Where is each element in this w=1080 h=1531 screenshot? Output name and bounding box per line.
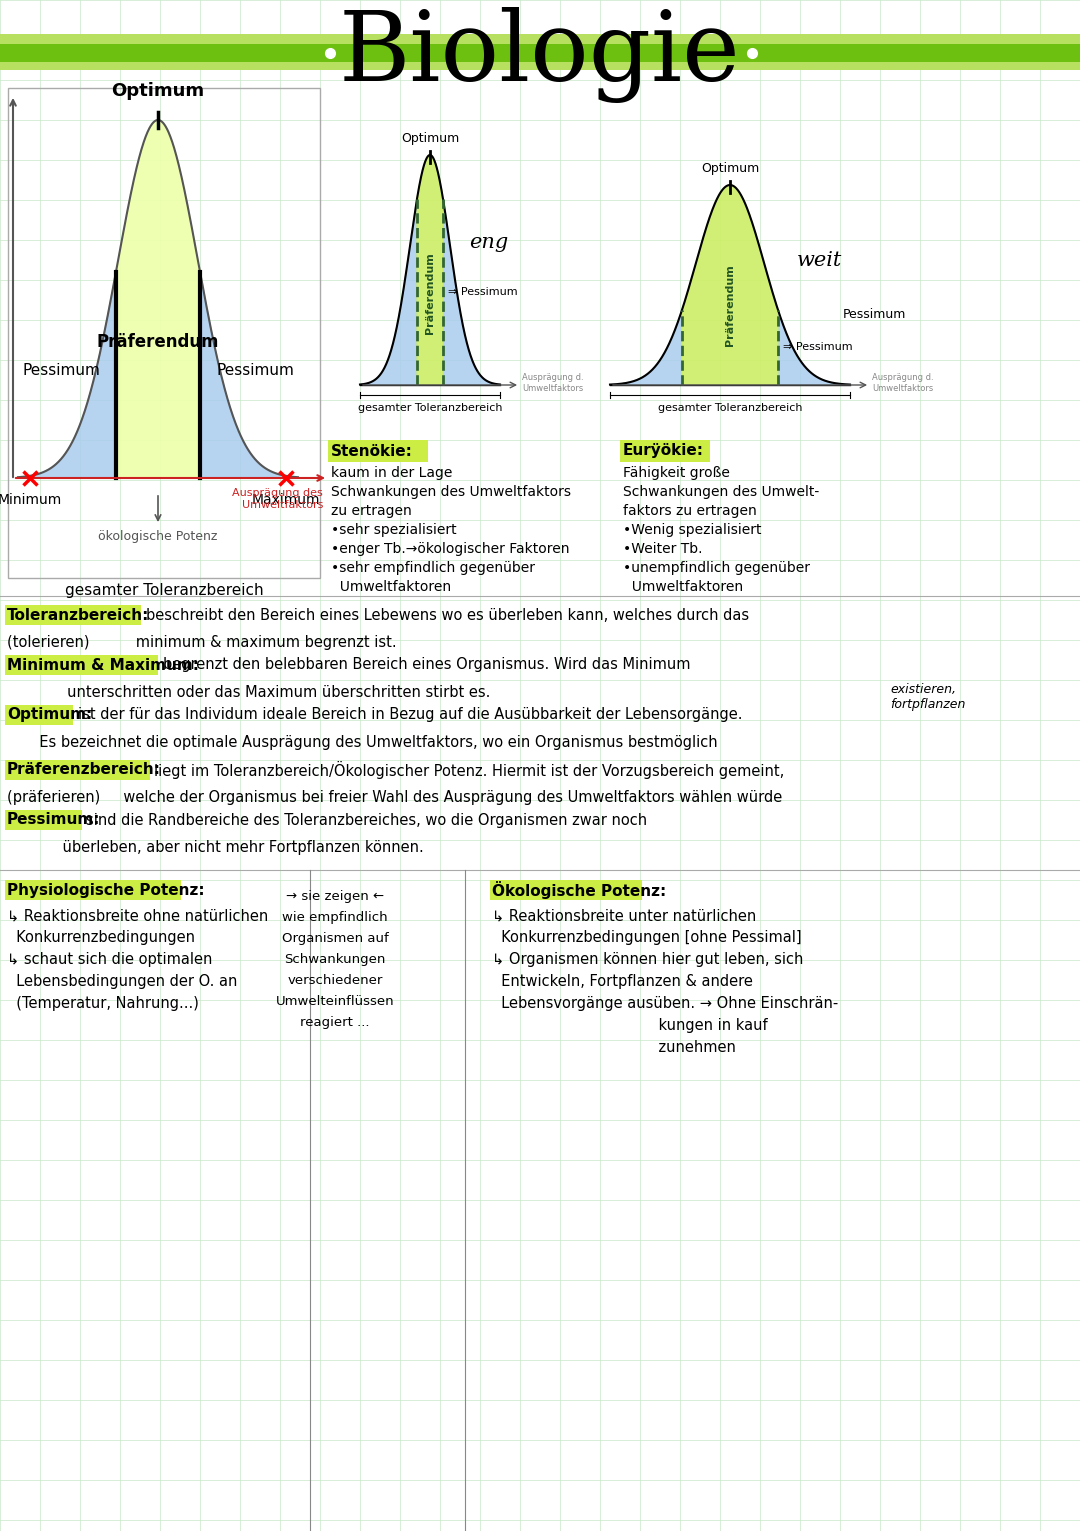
Polygon shape: [683, 185, 778, 384]
Text: Ausprägung d.
Umweltfaktors: Ausprägung d. Umweltfaktors: [872, 374, 933, 392]
Polygon shape: [360, 201, 417, 384]
Text: Lebensvorgänge ausüben. → Ohne Einschrän-: Lebensvorgänge ausüben. → Ohne Einschrän…: [492, 997, 838, 1010]
Text: sind die Randbereiche des Toleranzbereiches, wo die Organismen zwar noch: sind die Randbereiche des Toleranzbereic…: [86, 813, 648, 827]
Text: Pessimum:: Pessimum:: [6, 813, 100, 827]
Text: zunehmen: zunehmen: [492, 1040, 735, 1055]
Text: Maximum: Maximum: [252, 493, 321, 507]
Text: Konkurrenzbedingungen [ohne Pessimal]: Konkurrenzbedingungen [ohne Pessimal]: [492, 929, 801, 945]
Text: Stenökie:: Stenökie:: [330, 444, 413, 458]
Text: •sehr spezialisiert: •sehr spezialisiert: [330, 524, 457, 537]
Bar: [0, 34, 1080, 70]
Text: existieren,
fortpflanzen: existieren, fortpflanzen: [890, 683, 966, 710]
Text: Schwankungen: Schwankungen: [284, 952, 386, 966]
Text: Biologie: Biologie: [339, 8, 741, 103]
Polygon shape: [200, 274, 298, 478]
Text: Ausprägung des
Umweltfaktors: Ausprägung des Umweltfaktors: [232, 488, 323, 510]
Text: Präferendum: Präferendum: [426, 253, 435, 334]
Bar: [5, 605, 141, 625]
Polygon shape: [443, 201, 500, 384]
Text: (tolerieren)          minimum & maximum begrenzt ist.: (tolerieren) minimum & maximum begrenzt …: [6, 635, 396, 651]
Text: Optimum: Optimum: [401, 132, 459, 145]
Text: Entwickeln, Fortpflanzen & andere: Entwickeln, Fortpflanzen & andere: [492, 974, 753, 989]
Text: ↳ Reaktionsbreite ohne natürlichen: ↳ Reaktionsbreite ohne natürlichen: [6, 908, 268, 923]
Text: gesamter Toleranzbereich: gesamter Toleranzbereich: [658, 403, 802, 413]
Bar: [5, 704, 73, 726]
Text: ↳ Reaktionsbreite unter natürlichen: ↳ Reaktionsbreite unter natürlichen: [492, 908, 756, 923]
Text: Ökologische Potenz:: Ökologische Potenz:: [492, 880, 666, 899]
Text: überleben, aber nicht mehr Fortpflanzen können.: überleben, aber nicht mehr Fortpflanzen …: [6, 841, 423, 854]
Text: Minimum: Minimum: [0, 493, 63, 507]
Text: begrenzt den belebbaren Bereich eines Organismus. Wird das Minimum: begrenzt den belebbaren Bereich eines Or…: [163, 657, 690, 672]
Text: Optimum:: Optimum:: [6, 707, 92, 723]
Bar: [328, 439, 428, 462]
Text: •enger Tb.→ökologischer Faktoren: •enger Tb.→ökologischer Faktoren: [330, 542, 569, 556]
Text: Schwankungen des Umweltfaktors: Schwankungen des Umweltfaktors: [330, 485, 571, 499]
Text: ökologische Potenz: ökologische Potenz: [98, 530, 218, 544]
Text: kaum in der Lage: kaum in der Lage: [330, 465, 453, 481]
Text: Ausprägung d.
Umweltfaktors: Ausprägung d. Umweltfaktors: [522, 374, 583, 392]
Text: Fähigkeit große: Fähigkeit große: [623, 465, 730, 481]
Polygon shape: [18, 274, 116, 478]
Text: Konkurrenzbedingungen: Konkurrenzbedingungen: [6, 929, 195, 945]
Text: ⇒ Pessimum: ⇒ Pessimum: [448, 286, 517, 297]
Polygon shape: [117, 119, 200, 478]
Text: eng: eng: [469, 233, 509, 253]
Text: Umwelteinflüssen: Umwelteinflüssen: [275, 995, 394, 1007]
Text: ↳ Organismen können hier gut leben, sich: ↳ Organismen können hier gut leben, sich: [492, 952, 804, 968]
Text: ↳ schaut sich die optimalen: ↳ schaut sich die optimalen: [6, 952, 213, 968]
Bar: [5, 810, 81, 830]
Text: •sehr empfindlich gegenüber: •sehr empfindlich gegenüber: [330, 560, 535, 576]
Text: Optimum: Optimum: [701, 162, 759, 175]
Text: ist der für das Individum ideale Bereich in Bezug auf die Ausübbarkeit der Leben: ist der für das Individum ideale Bereich…: [78, 707, 743, 723]
Text: Lebensbedingungen der O. an: Lebensbedingungen der O. an: [6, 974, 238, 989]
Text: (präferieren)     welche der Organismus bei freier Wahl des Ausprägung des Umwel: (präferieren) welche der Organismus bei …: [6, 790, 782, 805]
Text: gesamter Toleranzbereich: gesamter Toleranzbereich: [357, 403, 502, 413]
Text: unterschritten oder das Maximum überschritten stirbt es.: unterschritten oder das Maximum überschr…: [6, 684, 490, 700]
Polygon shape: [417, 155, 443, 384]
Bar: [620, 439, 710, 462]
Polygon shape: [779, 311, 850, 384]
Text: (Temperatur, Nahrung...): (Temperatur, Nahrung...): [6, 997, 199, 1010]
Text: zu ertragen: zu ertragen: [330, 504, 411, 517]
Text: Minimum & Maximum:: Minimum & Maximum:: [6, 657, 199, 672]
Polygon shape: [610, 311, 681, 384]
Bar: [490, 880, 642, 900]
Text: Pessimum: Pessimum: [22, 363, 100, 378]
Text: Toleranzbereich:: Toleranzbereich:: [6, 608, 149, 623]
Text: → sie zeigen ←: → sie zeigen ←: [286, 890, 384, 903]
Text: liegt im Toleranzbereich/Ökologischer Potenz. Hiermit ist der Vorzugsbereich gem: liegt im Toleranzbereich/Ökologischer Po…: [154, 761, 785, 779]
Text: Umweltfaktoren: Umweltfaktoren: [623, 580, 743, 594]
Text: ⇒ Pessimum: ⇒ Pessimum: [783, 343, 852, 352]
Text: Präferendum: Präferendum: [97, 332, 219, 351]
Text: Umweltfaktoren: Umweltfaktoren: [330, 580, 451, 594]
Text: Präferendum: Präferendum: [725, 265, 735, 346]
Text: Physiologische Potenz:: Physiologische Potenz:: [6, 882, 204, 897]
Text: •Weiter Tb.: •Weiter Tb.: [623, 542, 702, 556]
Text: •Wenig spezialisiert: •Wenig spezialisiert: [623, 524, 761, 537]
Text: Eurÿökie:: Eurÿökie:: [623, 444, 704, 458]
Text: beschreibt den Bereich eines Lebewens wo es überleben kann, welches durch das: beschreibt den Bereich eines Lebewens wo…: [146, 608, 750, 623]
Text: kungen in kauf: kungen in kauf: [492, 1018, 768, 1033]
Text: wie empfindlich: wie empfindlich: [282, 911, 388, 925]
Text: •unempfindlich gegenüber: •unempfindlich gegenüber: [623, 560, 810, 576]
Text: Pessimum: Pessimum: [216, 363, 294, 378]
Bar: [5, 880, 181, 900]
Text: Organismen auf: Organismen auf: [282, 932, 389, 945]
Text: Pessimum: Pessimum: [843, 309, 906, 322]
Bar: [0, 44, 1080, 61]
Text: gesamter Toleranzbereich: gesamter Toleranzbereich: [65, 583, 264, 599]
Bar: [8, 87, 320, 579]
Text: Präferenzbereich:: Präferenzbereich:: [6, 762, 161, 778]
Text: Es bezeichnet die optimale Ausprägung des Umweltfaktors, wo ein Organismus bestm: Es bezeichnet die optimale Ausprägung de…: [6, 735, 717, 750]
Text: weit: weit: [797, 251, 842, 271]
Bar: [5, 759, 149, 779]
Text: Optimum: Optimum: [111, 83, 204, 100]
Text: Schwankungen des Umwelt-: Schwankungen des Umwelt-: [623, 485, 820, 499]
Bar: [5, 655, 158, 675]
Text: faktors zu ertragen: faktors zu ertragen: [623, 504, 757, 517]
Text: reagiert ...: reagiert ...: [300, 1017, 369, 1029]
Text: verschiedener: verschiedener: [287, 974, 382, 987]
